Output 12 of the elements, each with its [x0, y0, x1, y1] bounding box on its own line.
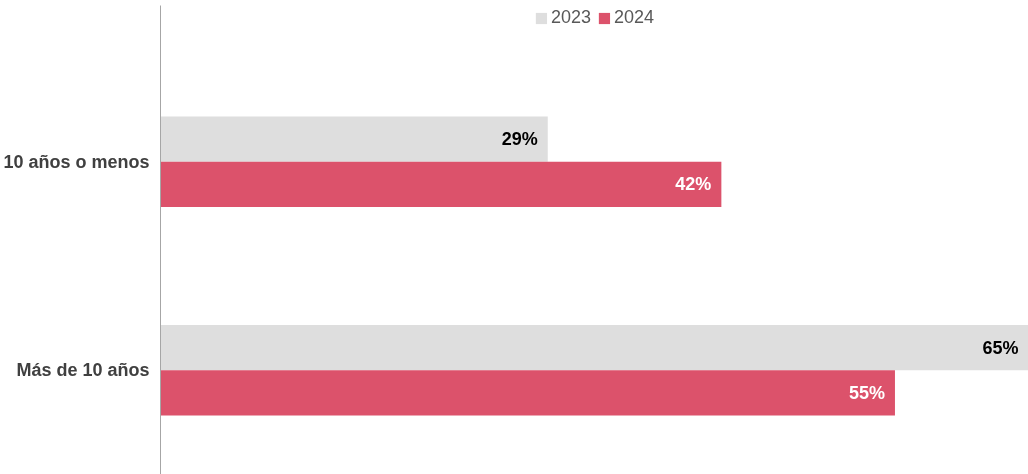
data-label: 42%: [675, 174, 712, 195]
data-label: 65%: [982, 337, 1019, 358]
data-label: 29%: [501, 129, 538, 150]
legend-label: 2024: [614, 7, 655, 28]
bar: [160, 370, 895, 416]
y-tick-label: 10 años o menos: [3, 151, 150, 172]
bar: [160, 325, 1028, 371]
y-tick-label: Más de 10 años: [16, 360, 150, 381]
bar: [160, 161, 722, 208]
bar: [160, 116, 548, 162]
legend-label: 2023: [550, 7, 591, 28]
data-label: 55%: [848, 382, 885, 403]
